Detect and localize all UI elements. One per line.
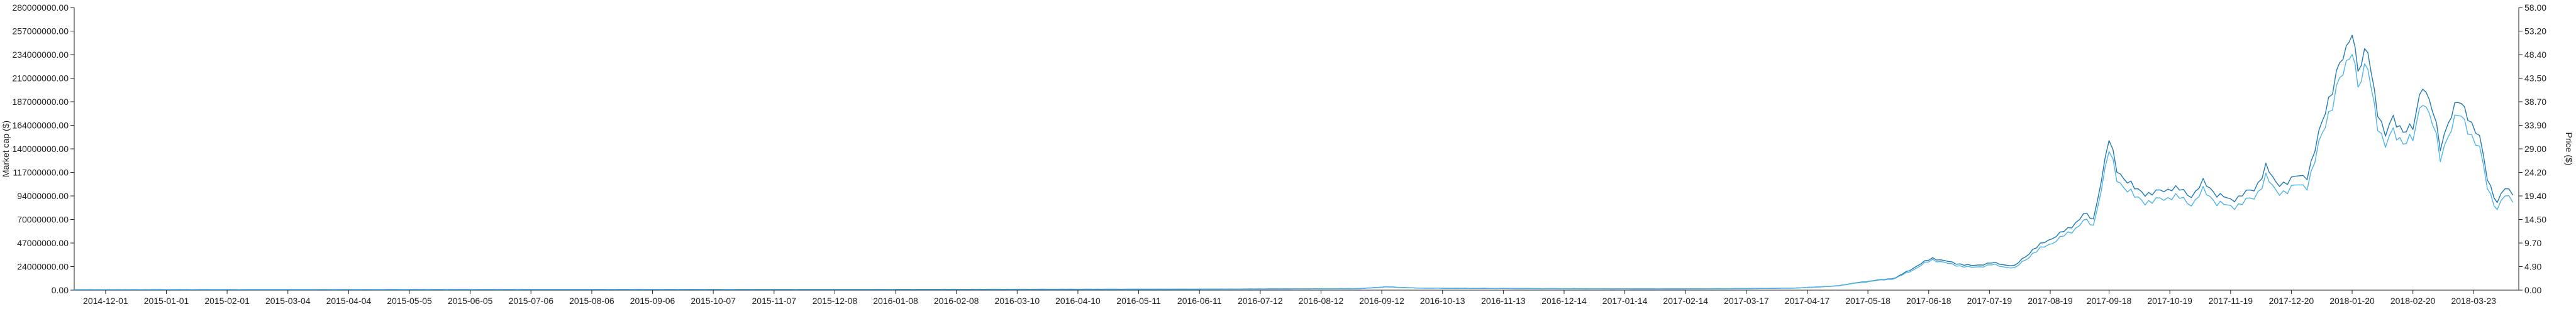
y-right-tick-label: 19.40 <box>2524 191 2546 201</box>
x-tick-label: 2018-03-23 <box>2451 296 2496 306</box>
x-axis: 2014-12-01 2015-01-01 2015-02-01 2015-03-04… <box>83 290 2496 306</box>
series-line-price <box>74 54 2514 290</box>
x-tick-label: 2017-03-17 <box>1724 296 1769 306</box>
y-right-tick-label: 53.20 <box>2524 26 2546 36</box>
x-tick-label: 2017-04-17 <box>1785 296 1830 306</box>
x-tick-label: 2015-09-06 <box>630 296 675 306</box>
x-tick-label: 2016-05-11 <box>1116 296 1161 306</box>
x-tick-label: 2016-09-12 <box>1359 296 1404 306</box>
x-tick-label: 2015-05-05 <box>387 296 432 306</box>
x-tick-label: 2017-11-19 <box>2209 296 2253 306</box>
x-tick-label: 2017-12-20 <box>2269 296 2314 306</box>
y-axis-right: 0.00 4.90 9.70 14.50 19.40 24.20 29.00 33.90 38.… <box>2519 3 2546 295</box>
x-tick-label: 2016-11-13 <box>1481 296 1526 306</box>
x-tick-label: 2017-01-14 <box>1602 296 1648 306</box>
y-right-tick-label: 38.70 <box>2524 97 2546 107</box>
x-tick-label: 2015-03-04 <box>265 296 311 306</box>
x-tick-label: 2017-10-19 <box>2147 296 2192 306</box>
y-left-tick-label: 257000000.00 <box>12 26 69 36</box>
series-line-marketcap <box>74 35 2514 290</box>
y-left-tick-label: 94000000.00 <box>17 191 69 201</box>
x-tick-label: 2015-08-06 <box>569 296 614 306</box>
y-left-tick-label: 187000000.00 <box>12 97 69 107</box>
y-left-tick-label: 210000000.00 <box>12 73 69 84</box>
x-tick-label: 2017-08-19 <box>2028 296 2073 306</box>
x-tick-label: 2016-08-12 <box>1299 296 1344 306</box>
x-tick-label: 2016-04-10 <box>1055 296 1101 306</box>
y-right-tick-label: 43.50 <box>2524 73 2546 84</box>
y-left-tick-label: 164000000.00 <box>12 121 69 131</box>
y-axis-left-title: Market cap ($) <box>1 121 11 177</box>
y-right-tick-label: 58.00 <box>2524 3 2546 13</box>
y-axis-left: 0.00 24000000.00 47000000.00 70000000.00 940… <box>12 3 74 295</box>
y-axis-right-title: Price ($) <box>2564 133 2574 166</box>
y-left-tick-label: 280000000.00 <box>12 3 69 13</box>
y-left-tick-label: 0.00 <box>52 285 69 295</box>
y-right-tick-label: 48.40 <box>2524 50 2546 60</box>
x-tick-label: 2016-02-08 <box>934 296 979 306</box>
x-tick-label: 2016-06-11 <box>1177 296 1222 306</box>
x-tick-label: 2015-02-01 <box>204 296 250 306</box>
x-tick-label: 2015-01-01 <box>144 296 189 306</box>
y-right-tick-label: 0.00 <box>2524 285 2541 295</box>
series-layer <box>74 35 2514 290</box>
x-tick-label: 2015-10-07 <box>691 296 736 306</box>
y-right-tick-label: 9.70 <box>2524 238 2541 248</box>
x-tick-label: 2016-01-08 <box>873 296 918 306</box>
x-tick-label: 2016-07-12 <box>1238 296 1283 306</box>
x-tick-label: 2015-12-08 <box>813 296 858 306</box>
x-tick-label: 2015-06-05 <box>448 296 493 306</box>
x-tick-label: 2016-03-10 <box>995 296 1040 306</box>
y-left-tick-label: 24000000.00 <box>17 262 69 272</box>
y-right-tick-label: 14.50 <box>2524 215 2546 225</box>
y-left-tick-label: 70000000.00 <box>17 215 69 225</box>
x-tick-label: 2017-05-18 <box>1845 296 1890 306</box>
x-tick-label: 2018-01-20 <box>2329 296 2375 306</box>
y-right-tick-label: 24.20 <box>2524 168 2546 178</box>
x-tick-label: 2016-12-14 <box>1541 296 1587 306</box>
x-tick-label: 2015-04-04 <box>326 296 372 306</box>
x-tick-label: 2017-07-19 <box>1967 296 2012 306</box>
y-left-tick-label: 234000000.00 <box>12 50 69 60</box>
y-right-tick-label: 29.00 <box>2524 144 2546 154</box>
y-left-tick-label: 140000000.00 <box>12 144 69 154</box>
x-tick-label: 2015-11-07 <box>752 296 797 306</box>
y-left-tick-label: 47000000.00 <box>17 238 69 248</box>
x-tick-label: 2018-02-20 <box>2390 296 2436 306</box>
y-right-tick-label: 33.90 <box>2524 121 2546 131</box>
plot-frame <box>74 8 2519 291</box>
x-tick-label: 2017-06-18 <box>1906 296 1951 306</box>
x-tick-label: 2015-07-06 <box>508 296 553 306</box>
y-right-tick-label: 4.90 <box>2524 262 2541 272</box>
y-left-tick-label: 117000000.00 <box>13 168 69 178</box>
x-tick-label: 2017-02-14 <box>1663 296 1708 306</box>
x-tick-label: 2017-09-18 <box>2087 296 2132 306</box>
x-tick-label: 2016-10-13 <box>1420 296 1465 306</box>
x-tick-label: 2014-12-01 <box>83 296 128 306</box>
